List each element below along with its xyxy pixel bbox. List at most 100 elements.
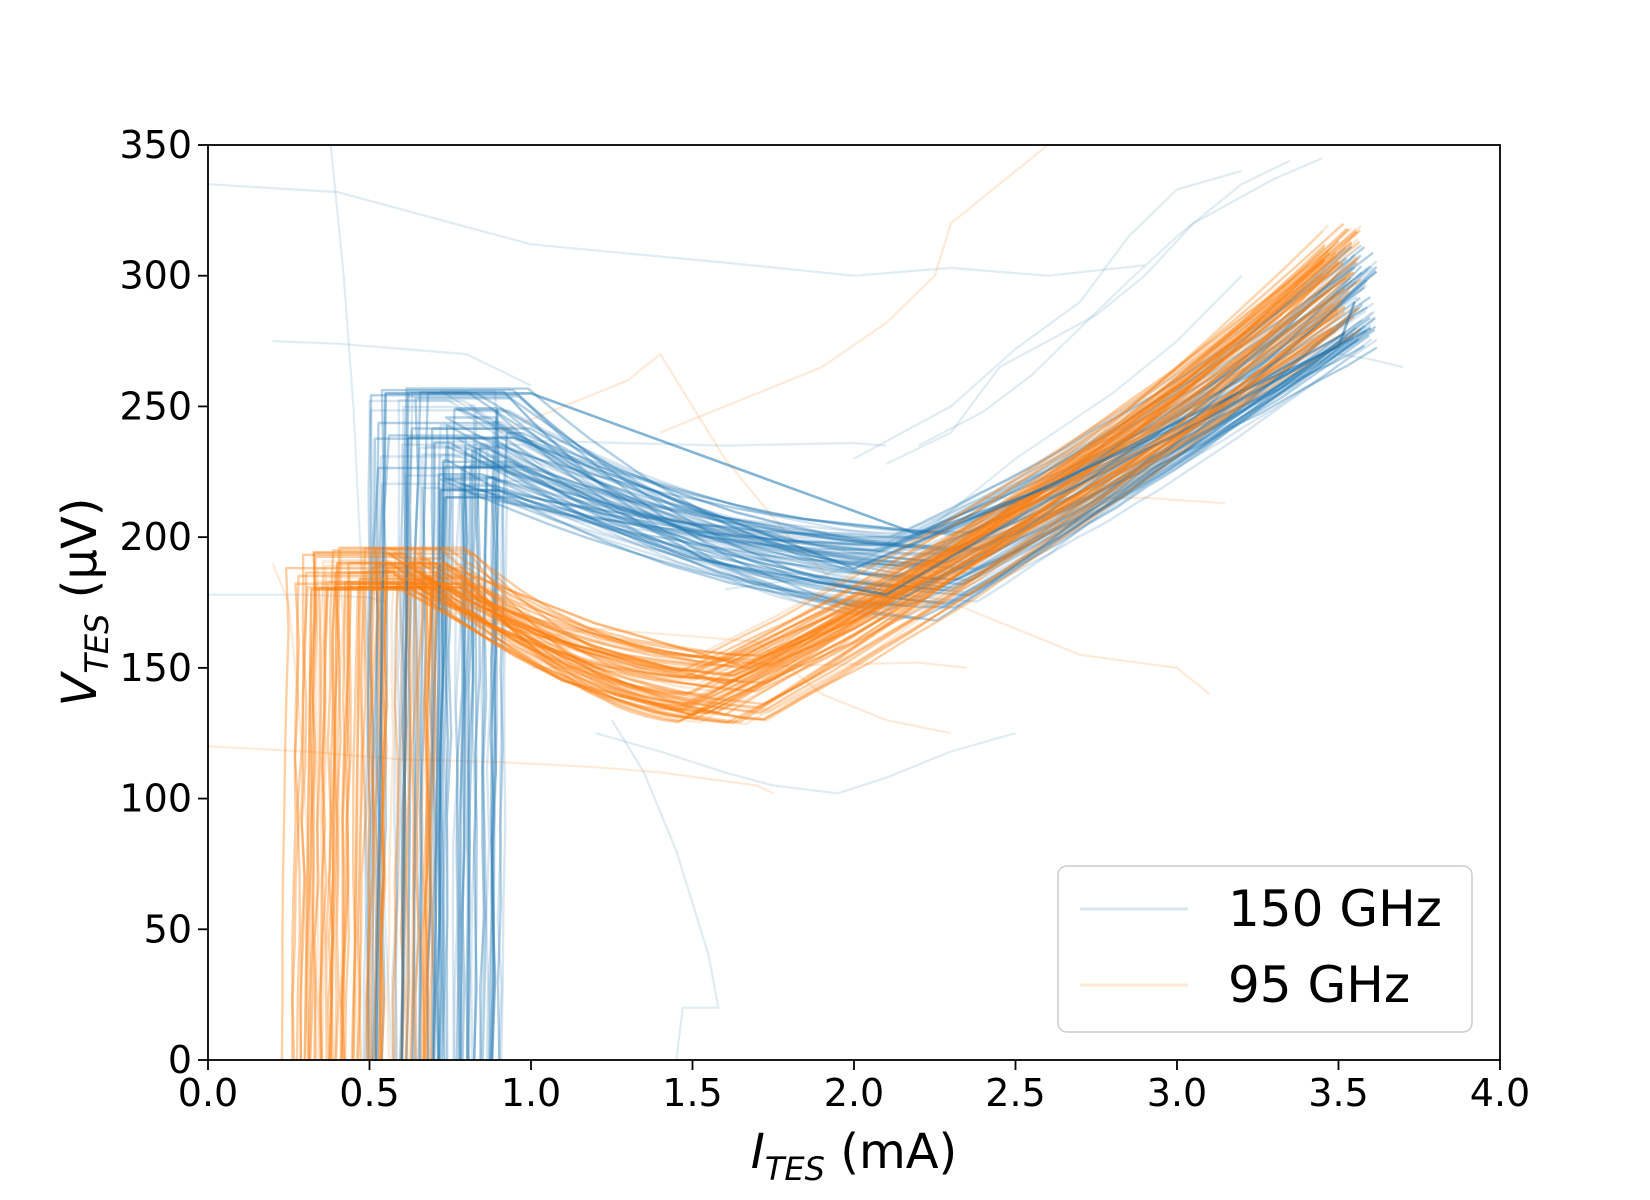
trace-95ghz	[378, 307, 1339, 1060]
trace-95ghz	[425, 225, 1362, 1060]
x-tick-label: 1.5	[662, 1071, 722, 1115]
trace-150ghz-outlier	[918, 159, 1291, 447]
trace-150ghz	[431, 244, 1363, 1060]
y-axis-ticks: 0 50 100 150 200 250 300 350	[119, 123, 208, 1082]
trace-95ghz	[379, 290, 1351, 1060]
trace-95ghz	[340, 229, 1361, 1060]
trace-150ghz	[366, 303, 1363, 1060]
trace-95ghz	[341, 303, 1334, 1060]
trace-95ghz	[425, 264, 1338, 1060]
trace-150ghz	[394, 338, 1360, 1060]
trace-150ghz-outlier	[885, 157, 1323, 465]
x-tick-label: 1.0	[501, 1071, 561, 1115]
trace-95ghz	[317, 227, 1353, 1060]
trace-150ghz	[459, 327, 1362, 1060]
legend-label-95ghz: 95 GHz	[1228, 956, 1410, 1014]
trace-95ghz	[308, 251, 1337, 1060]
trace-95ghz	[334, 305, 1344, 1060]
y-tick-label: 100	[119, 777, 192, 821]
trace-150ghz	[473, 265, 1354, 1060]
plot-area	[207, 144, 1501, 1061]
trace-150ghz-outlier	[595, 732, 1016, 795]
trace-95ghz	[334, 243, 1326, 1060]
trace-150ghz	[417, 246, 1347, 1060]
trace-150ghz	[481, 279, 1368, 1060]
trace-95ghz	[333, 272, 1331, 1060]
trace-150ghz	[431, 268, 1369, 1060]
trace-150ghz-outlier	[853, 170, 1242, 460]
trace-95ghz	[356, 293, 1338, 1060]
trace-95ghz	[364, 304, 1332, 1060]
trace-150ghz	[453, 295, 1358, 1060]
legend-label-150ghz: 150 GHz	[1228, 880, 1442, 938]
trace-150ghz	[429, 260, 1357, 1060]
x-axis-label: ITES (mA)	[751, 1124, 958, 1188]
trace-150ghz	[439, 285, 1367, 1060]
trace-150ghz	[455, 325, 1377, 1060]
trace-150ghz	[438, 277, 1347, 1060]
trace-95ghz	[308, 227, 1358, 1060]
y-tick-label: 0	[168, 1038, 192, 1082]
trace-95ghz	[307, 312, 1339, 1060]
y-tick-label: 150	[119, 646, 192, 690]
trace-95ghz	[319, 263, 1345, 1060]
trace-95ghz	[318, 224, 1330, 1060]
trace-95ghz	[299, 228, 1350, 1060]
legend-box	[1057, 865, 1473, 1033]
trace-95ghz	[378, 289, 1331, 1060]
trace-95ghz	[408, 262, 1324, 1060]
trace-150ghz	[371, 262, 1358, 1060]
trace-95ghz	[327, 331, 1330, 1060]
trace-95ghz-outlier	[514, 627, 952, 735]
trace-95ghz-outlier	[208, 745, 774, 795]
curves-layer	[208, 145, 1404, 1060]
x-tick-label: 2.0	[824, 1071, 884, 1115]
y-tick-label: 250	[119, 384, 192, 428]
trace-150ghz	[441, 337, 1355, 1060]
trace-150ghz-representative	[400, 332, 1346, 1060]
x-tick-label: 0.0	[178, 1071, 238, 1115]
trace-150ghz-outlier	[724, 274, 1243, 591]
trace-150ghz	[487, 269, 1377, 1060]
trace-95ghz	[369, 240, 1361, 1060]
trace-95ghz	[391, 272, 1351, 1060]
trace-95ghz-outlier	[659, 145, 1049, 434]
trace-150ghz	[437, 346, 1378, 1060]
x-tick-label: 0.5	[339, 1071, 399, 1115]
trace-150ghz	[417, 338, 1373, 1060]
trace-95ghz	[404, 288, 1346, 1060]
x-tick-label: 2.5	[985, 1071, 1045, 1115]
trace-150ghz-outlier	[1338, 353, 1404, 369]
trace-150ghz	[412, 281, 1358, 1060]
trace-150ghz	[374, 319, 1363, 1060]
trace-150ghz	[455, 297, 1361, 1060]
trace-150ghz	[394, 310, 1376, 1060]
trace-95ghz	[280, 301, 1343, 1060]
trace-95ghz	[319, 298, 1342, 1060]
trace-150ghz-outlier	[329, 145, 394, 1060]
y-axis-label: VTES (µV)	[52, 497, 116, 706]
trace-95ghz	[312, 279, 1353, 1060]
trace-150ghz-representative	[432, 326, 1372, 1060]
trace-150ghz-outlier	[610, 719, 720, 1060]
trace-150ghz	[469, 244, 1348, 1060]
trace-95ghz-outlier	[983, 496, 1226, 505]
trace-95ghz-outlier	[498, 353, 1210, 695]
trace-95ghz	[340, 255, 1336, 1060]
trace-95ghz	[411, 240, 1340, 1060]
trace-150ghz	[410, 316, 1371, 1060]
trace-95ghz-representative	[352, 306, 1346, 1060]
trace-95ghz	[295, 308, 1339, 1060]
trace-150ghz	[405, 330, 1368, 1060]
trace-150ghz	[374, 315, 1356, 1060]
trace-95ghz	[386, 304, 1356, 1060]
trace-150ghz	[465, 334, 1370, 1060]
trace-95ghz	[372, 305, 1361, 1060]
y-tick-label: 200	[119, 515, 192, 559]
trace-95ghz-outlier	[271, 562, 323, 1060]
x-tick-label: 3.5	[1308, 1071, 1368, 1115]
trace-150ghz-outlier	[272, 340, 532, 387]
trace-150ghz	[418, 260, 1378, 1060]
trace-95ghz	[320, 256, 1361, 1060]
trace-150ghz-representative	[374, 301, 1356, 1060]
